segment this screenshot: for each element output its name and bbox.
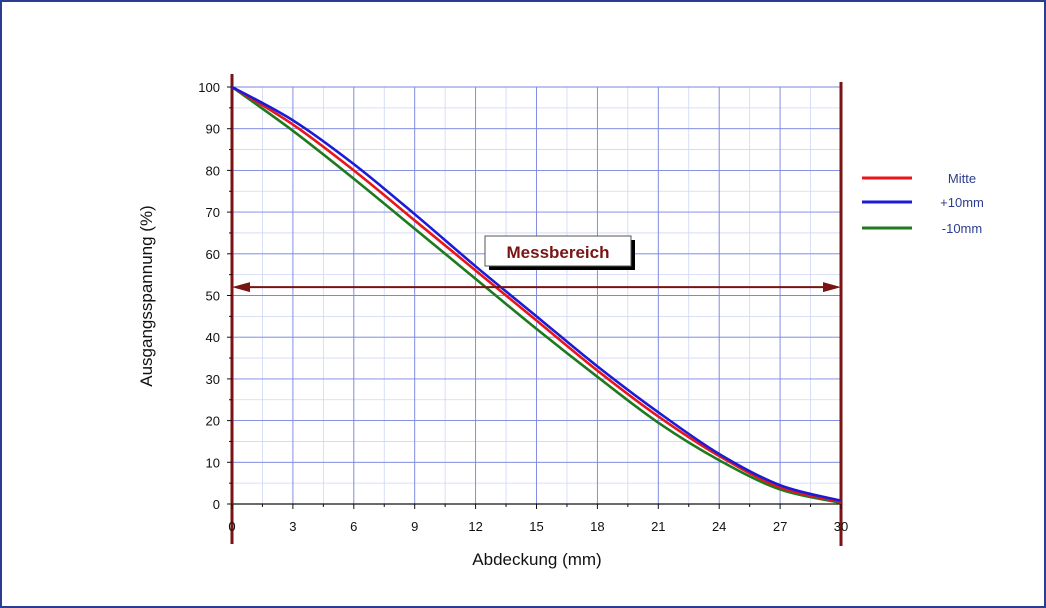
annotation-label: Messbereich [507,243,610,262]
legend-label: +10mm [940,195,984,210]
x-tick-label: 0 [228,519,235,534]
x-tick-label: 21 [651,519,665,534]
y-tick-label: 60 [206,247,220,262]
range-arrow-head-right [823,282,841,293]
y-tick-label: 10 [206,455,220,470]
annotation: Messbereich [232,235,841,293]
y-tick-label: 50 [206,289,220,304]
x-tick-label: 24 [712,519,726,534]
y-tick-label: 30 [206,372,220,387]
series-line-10mm [231,85,842,502]
ticks: 0 3 6 9 12 15 18 21 24 27 30 0 10 20 30 40 50 60 70 80 90 100 [198,80,848,534]
x-tick-label: 30 [834,519,848,534]
series-line-10mm [231,85,842,505]
y-tick-label: 20 [206,414,220,429]
y-tick-label: 100 [198,80,220,95]
x-tick-label: 18 [590,519,604,534]
legend-label: Mitte [948,171,976,186]
series-lines [231,85,842,505]
legend-label: -10mm [942,221,982,236]
y-tick-label: 40 [206,330,220,345]
legend: Mitte +10mm -10mm [862,171,984,236]
y-axis-title: Ausgangsspannung (%) [137,205,156,386]
y-tick-label: 80 [206,163,220,178]
y-tick-label: 0 [213,497,220,512]
series-line-mitte [231,85,842,504]
range-arrow-head-left [232,282,250,293]
x-tick-label: 27 [773,519,787,534]
x-tick-label: 6 [350,519,357,534]
x-tick-label: 9 [411,519,418,534]
y-tick-label: 70 [206,205,220,220]
x-axis-title: Abdeckung (mm) [472,550,601,569]
x-tick-label: 12 [468,519,482,534]
x-tick-label: 3 [289,519,296,534]
annotation-box [484,235,632,267]
y-tick-label: 90 [206,122,220,137]
x-tick-label: 15 [529,519,543,534]
